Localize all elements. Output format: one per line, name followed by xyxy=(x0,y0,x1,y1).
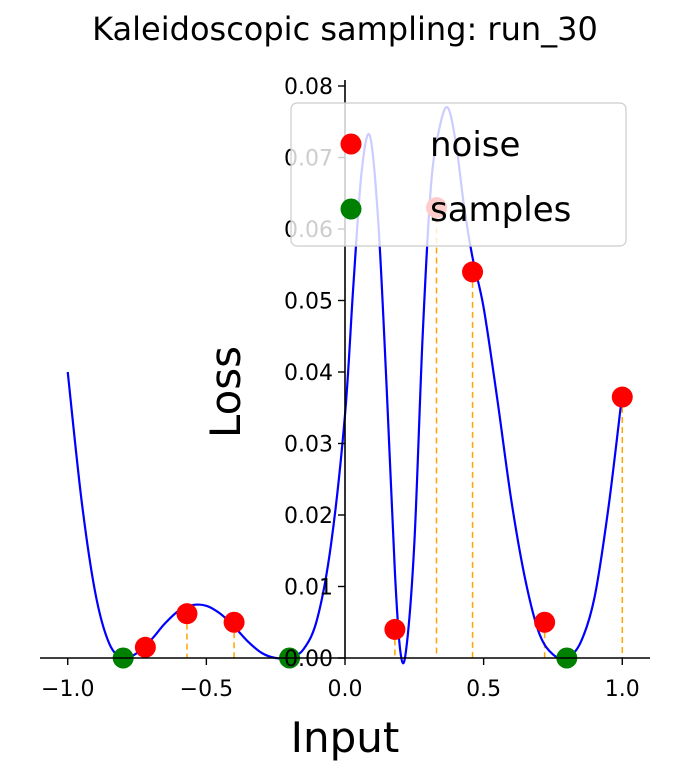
y-tick-label: 0.03 xyxy=(284,433,333,458)
legend-marker-samples xyxy=(340,198,362,220)
y-tick-label: 0.04 xyxy=(284,361,333,386)
x-tick-label: 0.5 xyxy=(466,677,501,702)
noise-point xyxy=(534,611,556,633)
y-axis-label: Loss xyxy=(201,346,250,438)
x-tick-label: −1.0 xyxy=(41,677,94,702)
noise-point xyxy=(134,636,156,658)
y-tick-label: 0.01 xyxy=(284,576,333,601)
points-layer xyxy=(112,197,633,669)
noise-point xyxy=(462,261,484,283)
y-tick-label: 0.08 xyxy=(284,75,333,100)
x-tick-label: −0.5 xyxy=(180,677,233,702)
legend-label-noise: noise xyxy=(430,125,520,165)
legend-label-samples: samples xyxy=(430,190,571,230)
chart-title: Kaleidoscopic sampling: run_30 xyxy=(92,10,598,48)
y-tick-label: 0.02 xyxy=(284,504,333,529)
x-axis-label: Input xyxy=(291,713,400,762)
noise-point xyxy=(223,611,245,633)
x-tick-label: 0.0 xyxy=(328,677,363,702)
x-tick-label: 1.0 xyxy=(605,677,640,702)
legend: noise samples xyxy=(290,102,627,247)
noise-point xyxy=(176,603,198,625)
noise-point xyxy=(611,386,633,408)
y-tick-label: 0.00 xyxy=(284,647,333,672)
y-tick-label: 0.05 xyxy=(284,290,333,315)
legend-box xyxy=(290,102,627,247)
noise-point xyxy=(384,618,406,640)
legend-marker-noise xyxy=(340,133,362,155)
